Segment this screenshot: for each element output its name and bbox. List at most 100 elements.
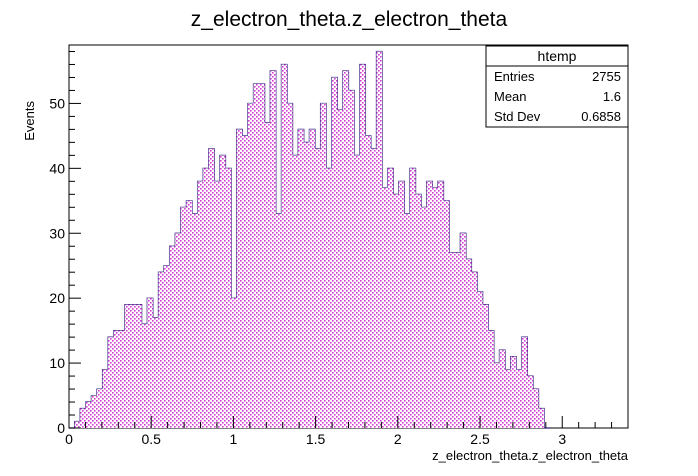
histogram-bar xyxy=(247,103,254,429)
stats-value-entries: 2755 xyxy=(592,69,621,84)
histogram-bar xyxy=(443,200,450,428)
y-tick-label: 40 xyxy=(49,160,65,176)
histogram-bar xyxy=(532,389,539,428)
histogram-bar xyxy=(477,291,483,428)
histogram-bar xyxy=(432,187,438,428)
stats-label-mean: Mean xyxy=(494,89,527,104)
histogram-bar xyxy=(147,298,153,428)
histogram-bar xyxy=(359,64,366,428)
histogram-bar xyxy=(538,408,545,428)
histogram-bar xyxy=(404,213,410,428)
histogram-bar xyxy=(510,356,517,428)
chart-title: z_electron_theta.z_electron_theta xyxy=(191,8,508,31)
histogram-bar xyxy=(270,70,276,428)
histogram-bar xyxy=(292,155,299,429)
histogram-bar xyxy=(242,135,248,428)
histogram-bar xyxy=(348,90,355,428)
x-axis-label: z_electron_theta.z_electron_theta xyxy=(432,448,629,463)
histogram-bar xyxy=(197,181,204,428)
stats-value-stddev: 0.6858 xyxy=(581,109,621,124)
histogram-bar xyxy=(499,350,506,428)
x-tick-label: 0 xyxy=(65,431,73,447)
histogram-bar xyxy=(275,213,282,428)
y-tick-label: 30 xyxy=(49,225,65,241)
x-tick-label: 3 xyxy=(558,431,566,447)
y-tick-label: 20 xyxy=(49,290,65,306)
histogram-bar xyxy=(225,168,232,428)
histogram-bar xyxy=(382,187,388,428)
stats-label-entries: Entries xyxy=(494,69,535,84)
histogram-bar xyxy=(180,207,187,428)
histogram-bar xyxy=(203,168,209,428)
plot-area: 0 0.5 1 1.5 2 2.5 3 0 10 20 30 40 50 xyxy=(49,44,629,447)
y-tick-label: 0 xyxy=(57,420,65,436)
histogram-bar xyxy=(398,181,405,428)
histogram-bar xyxy=(393,194,399,428)
histogram-bar xyxy=(471,272,478,428)
histogram-bar xyxy=(264,122,271,429)
histogram-bar xyxy=(314,148,321,429)
histogram-bar xyxy=(164,265,170,428)
histogram-bar xyxy=(191,213,198,428)
y-tick-label: 50 xyxy=(49,95,65,111)
histogram-bar xyxy=(426,181,433,428)
histogram-bar xyxy=(376,51,383,429)
histogram-bar xyxy=(527,376,533,428)
histogram-bar xyxy=(214,181,220,428)
histogram-bar xyxy=(231,298,237,428)
histogram-bar xyxy=(175,233,181,428)
histogram-bar xyxy=(370,148,377,429)
histogram-bar xyxy=(465,259,472,428)
histogram-bar xyxy=(96,389,103,428)
histogram-bar xyxy=(124,304,131,428)
stats-box-frame xyxy=(485,45,629,128)
histogram-bar xyxy=(415,194,422,428)
x-tick-label: 0.5 xyxy=(141,431,161,447)
histogram-bar xyxy=(136,304,142,428)
histogram-bar xyxy=(158,272,165,428)
histogram-bar xyxy=(365,135,371,428)
histogram-bar xyxy=(342,70,349,428)
histogram-bar xyxy=(354,155,360,429)
histogram-bar xyxy=(387,168,394,428)
histogram-bar xyxy=(409,168,416,428)
histogram-bar xyxy=(516,369,522,428)
x-tick-label: 2 xyxy=(394,431,402,447)
histogram-bar xyxy=(74,421,81,428)
histogram-bars xyxy=(74,51,545,429)
histogram-bar xyxy=(309,129,315,428)
stats-box: htemp Entries 2755 Mean 1.6 Std Dev 0.68… xyxy=(485,45,629,128)
histogram-bar xyxy=(493,363,500,428)
histogram-bar xyxy=(208,148,215,429)
histogram-bar xyxy=(281,64,288,428)
histogram-bar xyxy=(259,83,265,428)
histogram-bar xyxy=(482,304,489,428)
histogram-bar xyxy=(119,330,125,428)
histogram-bar xyxy=(505,369,511,428)
histogram-bar xyxy=(454,252,461,428)
histogram-bar xyxy=(298,129,304,428)
histogram-bar xyxy=(521,337,528,428)
histogram-bar xyxy=(113,330,120,428)
histogram-bar xyxy=(421,207,427,428)
histogram-bar xyxy=(152,317,159,428)
histogram-bar xyxy=(85,402,92,428)
histogram-bar xyxy=(219,155,226,429)
histogram-bar xyxy=(169,246,176,428)
histogram-bar xyxy=(108,337,114,428)
histogram-bar xyxy=(337,109,343,429)
histogram-bar xyxy=(91,395,97,428)
x-tick-label: 1.5 xyxy=(306,431,326,447)
histogram-bar xyxy=(80,408,86,428)
stats-value-mean: 1.6 xyxy=(603,89,621,104)
histogram-bar xyxy=(326,168,332,428)
stats-box-title: htemp xyxy=(538,48,577,64)
histogram-bar xyxy=(488,330,494,428)
y-tick-label: 10 xyxy=(49,355,65,371)
y-axis: 0 10 20 30 40 50 xyxy=(49,50,81,436)
histogram-bar xyxy=(437,181,444,428)
histogram-bar xyxy=(141,324,148,428)
x-tick-label: 2.5 xyxy=(470,431,490,447)
histogram-bar xyxy=(287,103,293,429)
